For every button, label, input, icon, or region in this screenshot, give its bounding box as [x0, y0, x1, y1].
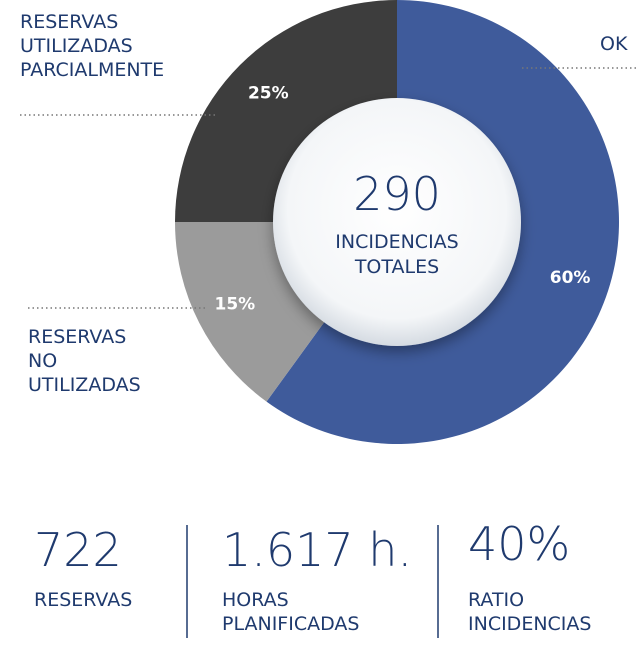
category-label: RESERVAS UTILIZADAS PARCIALMENTE	[20, 11, 165, 81]
center-label: INCIDENCIAS TOTALES	[297, 230, 497, 280]
value-label: 25%	[248, 83, 289, 103]
stat: 40% RATIO INCIDENCIAS	[468, 516, 591, 636]
value-label: 15%	[214, 295, 255, 315]
stat-value: 722	[34, 523, 122, 577]
category-label: RESERVAS NO UTILIZADAS	[28, 326, 141, 396]
stat-value: 1.617 h.	[222, 523, 413, 577]
center-label-text: INCIDENCIAS TOTALES	[335, 231, 459, 278]
stat-label: HORAS PLANIFICADAS	[222, 589, 360, 635]
stat: 1.617 h. HORAS PLANIFICADAS	[222, 522, 412, 636]
center-value: 290	[353, 167, 441, 221]
stat-label: RESERVAS	[34, 589, 133, 611]
stat-label: RATIO INCIDENCIAS	[468, 589, 592, 635]
value-label: 60%	[550, 268, 591, 288]
stat: 722 RESERVAS	[34, 522, 132, 612]
category-label: OK	[600, 33, 628, 55]
center-disc	[273, 98, 521, 346]
stat-value: 40%	[468, 517, 571, 571]
